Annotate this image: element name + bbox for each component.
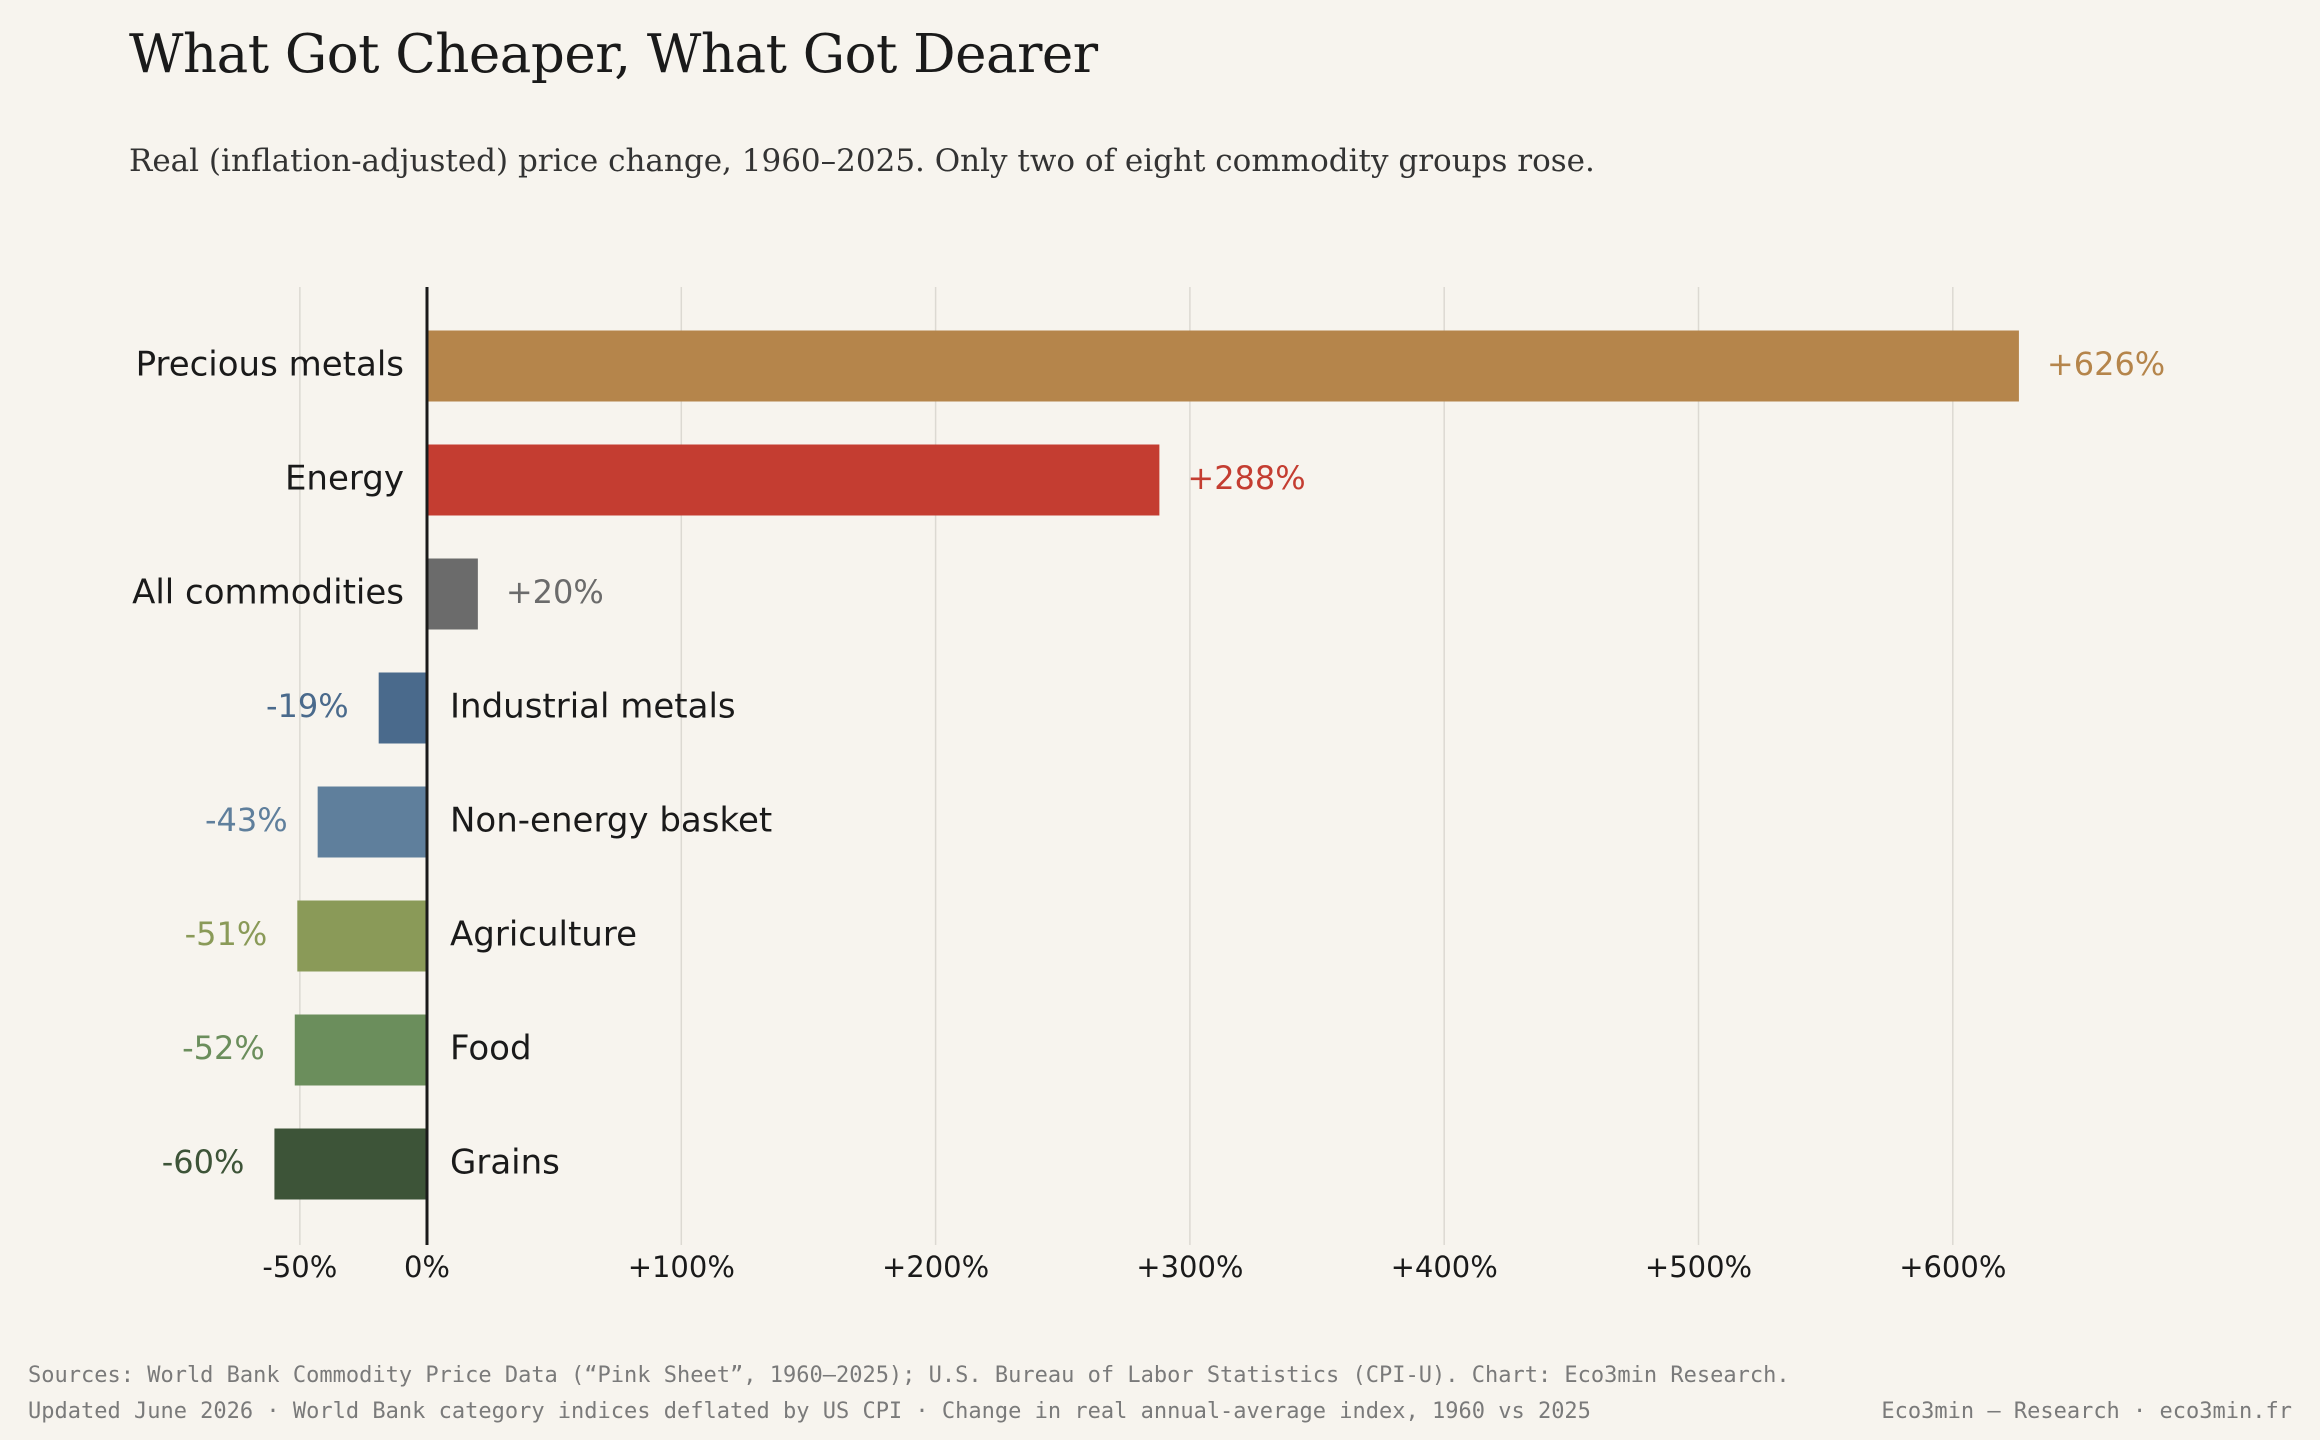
value-label: -51% bbox=[185, 915, 268, 953]
x-tick-label: +400% bbox=[1391, 1250, 1498, 1284]
x-tick-label: -50% bbox=[262, 1250, 337, 1284]
x-tick-label: +600% bbox=[1899, 1250, 2006, 1284]
bar bbox=[297, 900, 427, 972]
bar bbox=[378, 672, 427, 744]
sources-note: Sources: World Bank Commodity Price Data… bbox=[28, 1363, 1790, 1388]
value-label: +20% bbox=[506, 573, 604, 611]
value-label: -52% bbox=[182, 1029, 265, 1067]
category-label: Food bbox=[450, 1029, 532, 1069]
x-tick-label: +300% bbox=[1136, 1250, 1243, 1284]
value-label: +288% bbox=[1187, 459, 1305, 497]
value-label: -19% bbox=[266, 687, 349, 725]
x-tick-label: +200% bbox=[882, 1250, 989, 1284]
bar bbox=[274, 1128, 427, 1200]
bar bbox=[294, 1014, 427, 1086]
category-label: All commodities bbox=[132, 573, 404, 613]
brand-credit: Eco3min — Research · eco3min.fr bbox=[1881, 1399, 2292, 1424]
x-tick-label: 0% bbox=[404, 1250, 450, 1284]
category-label: Energy bbox=[285, 459, 404, 499]
updated-note: Updated June 2026 · World Bank category … bbox=[28, 1399, 1591, 1424]
value-label: +626% bbox=[2047, 345, 2165, 383]
x-tick-label: +100% bbox=[628, 1250, 735, 1284]
chart-subtitle: Real (inflation-adjusted) price change, … bbox=[129, 143, 1595, 179]
category-label: Industrial metals bbox=[450, 687, 736, 727]
value-label: -43% bbox=[205, 801, 288, 839]
value-label: -60% bbox=[162, 1143, 245, 1181]
bar bbox=[427, 558, 478, 630]
x-tick-label: +500% bbox=[1645, 1250, 1752, 1284]
bar bbox=[317, 786, 427, 858]
category-label: Agriculture bbox=[450, 915, 637, 955]
category-label: Grains bbox=[450, 1143, 560, 1183]
bar bbox=[427, 444, 1160, 516]
category-label: Precious metals bbox=[136, 345, 404, 385]
chart-title: What Got Cheaper, What Got Dearer bbox=[129, 24, 1098, 85]
category-label: Non-energy basket bbox=[450, 801, 772, 841]
bar bbox=[427, 330, 2019, 402]
